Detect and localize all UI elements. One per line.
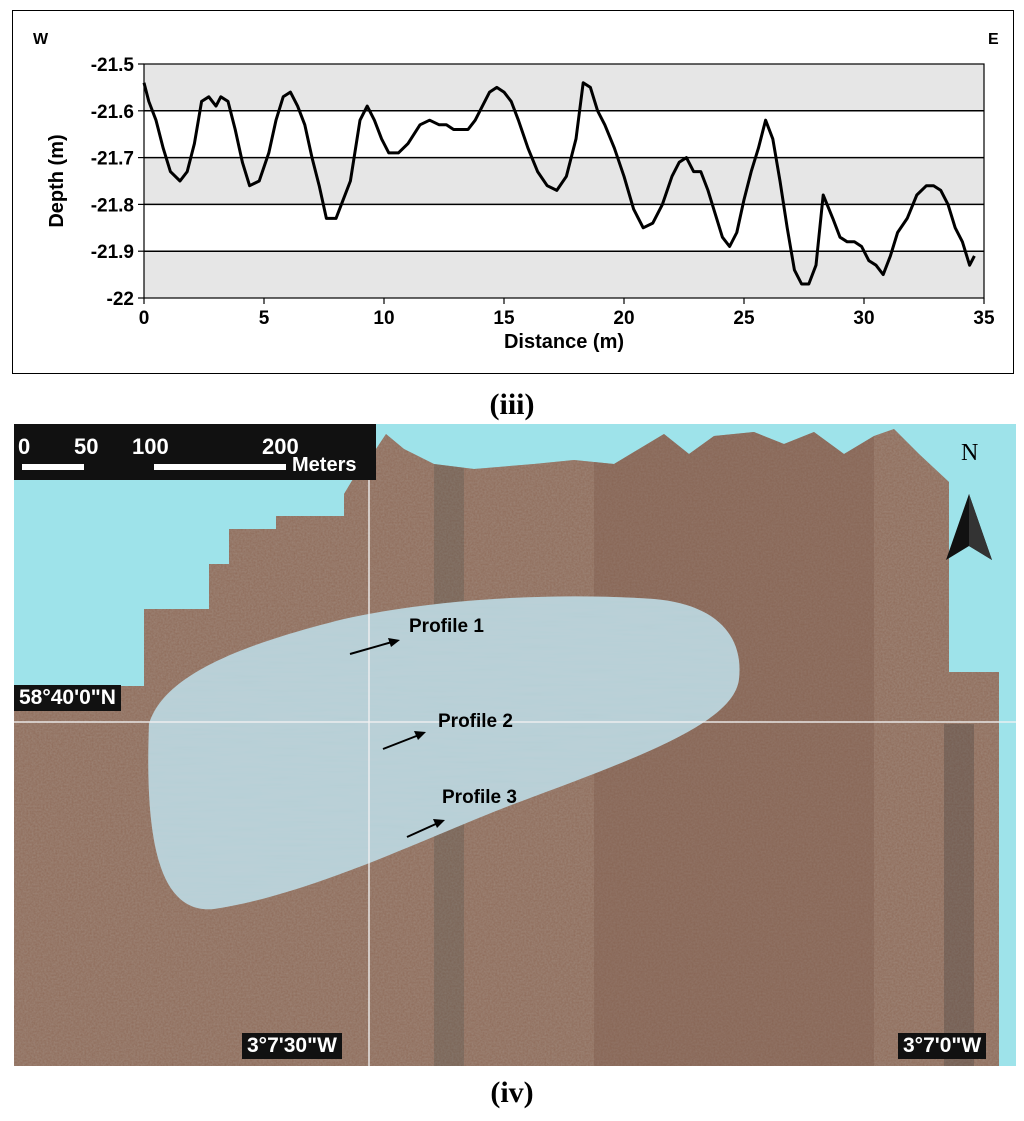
scale-bar-unit: Meters (292, 454, 357, 476)
x-tick-label: 35 (973, 308, 995, 329)
longitude-label-right: 3°7'0"W (898, 1033, 987, 1059)
x-tick-label: 10 (373, 308, 394, 329)
profile-2-arrow-icon (382, 734, 420, 750)
depth-profile-plot: -21.5 -21.6 -21.7 -21.8 -21.9 -220 5 10 15 20 25 30… (33, 31, 999, 353)
y-tick-label: -21.6 (91, 102, 134, 123)
plot-band (144, 64, 984, 111)
longitude-label-left: 3°7'30"W (242, 1033, 342, 1059)
x-tick-label: 30 (853, 308, 874, 329)
direction-label-east: E (988, 31, 999, 48)
panel-label-iv: (iv) (490, 1076, 534, 1109)
x-tick-label: 20 (613, 308, 634, 329)
latitude-label: 58°40'0"N (14, 685, 121, 711)
y-tick-label: -21.8 (91, 195, 134, 216)
scale-bar-tick-200: 200 (262, 434, 299, 459)
sidescan-mosaic-map: 0 50 100 200 Meters N Profile 1 Profile … (14, 424, 1016, 1066)
profile-1-label: Profile 1 (409, 616, 484, 637)
y-tick-label: -22 (107, 289, 134, 310)
y-tick-label: -21.7 (91, 149, 134, 170)
profile-2-label: Profile 2 (438, 711, 513, 732)
scale-bar-segment (154, 464, 286, 470)
profile-1-arrow-icon (349, 641, 393, 655)
direction-label-west: W (33, 31, 49, 48)
x-tick-label: 5 (259, 308, 270, 329)
north-label: N (961, 440, 979, 466)
depth-profile-chart: -21.5 -21.6 -21.7 -21.8 -21.9 -22 0 5 10 15 20 25 30… (12, 10, 1014, 374)
scale-bar-tick-50: 50 (74, 434, 99, 459)
x-tick-label: 0 (139, 308, 150, 329)
y-axis-title: Depth (m) (46, 134, 68, 227)
y-tick-label: -21.9 (91, 242, 134, 263)
panel-label-iii: (iii) (489, 388, 535, 421)
x-tick-label: 15 (493, 308, 515, 329)
mosaic-image (14, 424, 1016, 1066)
plot-band (144, 251, 984, 298)
profile-3-arrow-icon (406, 822, 439, 838)
x-tick-label: 25 (733, 308, 755, 329)
scale-bar-segment (22, 464, 84, 470)
scale-bar-tick-0: 0 (18, 434, 31, 459)
scale-bar-tick-100: 100 (132, 434, 169, 459)
profile-3-label: Profile 3 (442, 787, 517, 808)
depth-profile-line (142, 81, 976, 286)
y-tick-label: -21.5 (91, 55, 135, 76)
plot-area-border (143, 63, 985, 299)
x-axis-title: Distance (m) (504, 331, 624, 353)
